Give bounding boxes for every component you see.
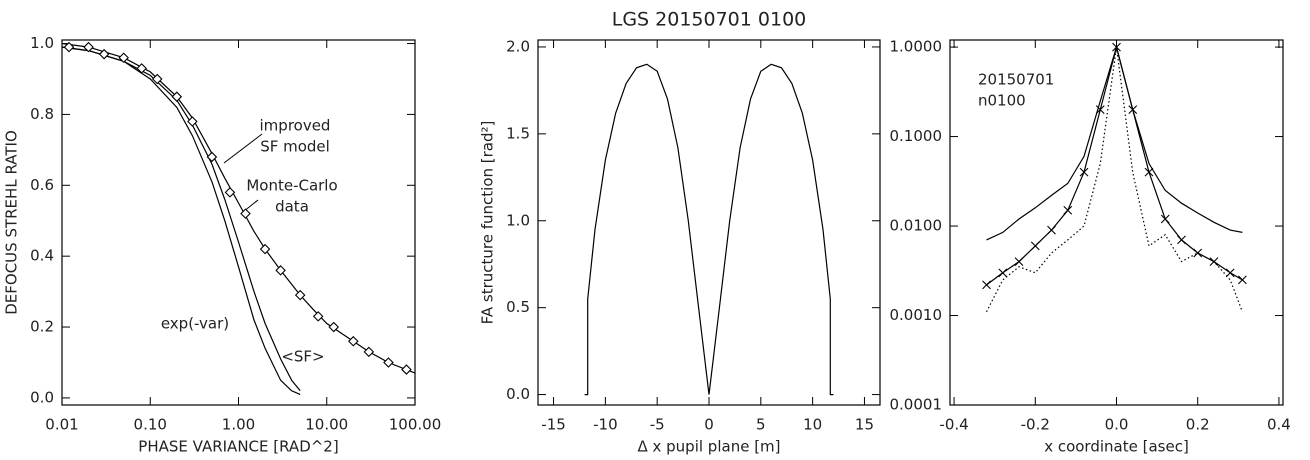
x-axis-label: PHASE VARIANCE [RAD^2] bbox=[138, 438, 338, 456]
series-line bbox=[61, 46, 301, 392]
y-tick-label: 2.0 bbox=[506, 37, 530, 55]
data-marker bbox=[1144, 167, 1154, 177]
data-marker bbox=[1112, 42, 1121, 52]
chart-title: LGS 20150701 0100 bbox=[612, 9, 807, 31]
data-marker bbox=[1128, 105, 1138, 115]
data-marker bbox=[83, 41, 94, 53]
series-line bbox=[61, 46, 301, 395]
x-tick-label: 0.01 bbox=[45, 416, 78, 434]
x-axis-label: x coordinate [asec] bbox=[1044, 438, 1189, 456]
data-marker bbox=[328, 321, 340, 333]
data-marker bbox=[118, 52, 129, 63]
data-marker bbox=[259, 243, 271, 255]
y-tick-label: 0.1000 bbox=[890, 127, 943, 145]
x-tick-label: 0.4 bbox=[1267, 416, 1291, 434]
x-tick-label: -15 bbox=[541, 416, 566, 434]
data-marker bbox=[383, 357, 394, 368]
data-marker bbox=[348, 335, 359, 347]
data-marker bbox=[63, 41, 75, 53]
series-line bbox=[584, 63, 834, 396]
x-axis-label: Δ x pupil plane [m] bbox=[637, 438, 780, 456]
x-tick-label: 15 bbox=[855, 416, 874, 434]
x-tick-label: 100.00 bbox=[389, 416, 442, 434]
plot-frame bbox=[537, 39, 881, 406]
data-marker bbox=[136, 63, 147, 74]
data-marker bbox=[240, 208, 251, 219]
data-marker bbox=[1209, 257, 1219, 267]
y-tick-label: 0.8 bbox=[30, 105, 54, 123]
annotation: n0100 bbox=[978, 92, 1026, 110]
data-marker bbox=[206, 151, 218, 163]
annotation: improved bbox=[260, 117, 331, 135]
data-marker bbox=[224, 187, 236, 198]
annotation: data bbox=[275, 198, 309, 216]
y-tick-label: 1.0 bbox=[506, 211, 530, 229]
data-marker bbox=[151, 73, 163, 85]
data-marker bbox=[98, 48, 110, 60]
series-line bbox=[61, 42, 416, 374]
y-tick-label: 0.0100 bbox=[890, 217, 943, 235]
y-axis-label: DEFOCUS STREHL RATIO bbox=[3, 130, 21, 315]
data-marker bbox=[363, 346, 375, 358]
annotation: exp(-var) bbox=[161, 315, 229, 333]
data-marker bbox=[312, 311, 324, 322]
y-tick-label: 0.0010 bbox=[890, 306, 943, 324]
data-marker bbox=[1079, 167, 1089, 177]
data-marker bbox=[998, 268, 1008, 278]
x-tick-label: -0.4 bbox=[939, 416, 968, 434]
y-tick-label: 0.5 bbox=[506, 298, 530, 316]
y-tick-label: 1.0 bbox=[30, 34, 54, 52]
data-marker bbox=[275, 265, 286, 276]
y-axis-label: FA structure function [rad²] bbox=[479, 121, 497, 325]
annotation: 20150701 bbox=[978, 71, 1054, 89]
leader-line bbox=[223, 133, 263, 164]
data-marker bbox=[1063, 205, 1073, 215]
x-tick-label: -5 bbox=[650, 416, 665, 434]
data-marker bbox=[1030, 241, 1040, 251]
data-marker bbox=[171, 91, 183, 102]
data-marker bbox=[1225, 268, 1235, 278]
data-marker bbox=[1014, 257, 1024, 267]
data-marker bbox=[982, 280, 991, 290]
y-tick-label: 0.6 bbox=[30, 176, 54, 194]
y-tick-label: 1.5 bbox=[506, 124, 530, 142]
plot-frame bbox=[61, 39, 416, 406]
x-tick-label: 1.00 bbox=[222, 416, 255, 434]
annotation: Monte-Carlo bbox=[246, 177, 337, 195]
x-tick-label: 10 bbox=[803, 416, 822, 434]
x-tick-label: 0.10 bbox=[134, 416, 167, 434]
annotation: SF model bbox=[260, 138, 330, 156]
x-tick-label: 0 bbox=[704, 416, 714, 434]
data-marker bbox=[187, 116, 198, 127]
y-tick-label: 0.0001 bbox=[890, 396, 943, 414]
data-marker bbox=[1238, 275, 1247, 285]
y-tick-label: 0.0 bbox=[30, 388, 54, 406]
y-tick-label: 0.4 bbox=[30, 247, 54, 265]
x-tick-label: 0.2 bbox=[1186, 416, 1210, 434]
y-tick-label: 1.0000 bbox=[890, 38, 943, 56]
x-tick-label: -0.2 bbox=[1021, 416, 1050, 434]
data-marker bbox=[401, 364, 412, 375]
x-tick-label: 5 bbox=[756, 416, 766, 434]
x-tick-label: 10.00 bbox=[305, 416, 348, 434]
data-marker bbox=[294, 289, 306, 301]
x-tick-label: -10 bbox=[593, 416, 618, 434]
data-marker bbox=[1193, 248, 1203, 258]
data-marker bbox=[1160, 214, 1170, 224]
annotation: <SF> bbox=[281, 348, 324, 366]
data-marker bbox=[1095, 105, 1105, 115]
x-tick-label: 0.0 bbox=[1105, 416, 1129, 434]
data-marker bbox=[1177, 235, 1186, 245]
y-tick-label: 0.2 bbox=[30, 318, 54, 336]
y-tick-label: 0.0 bbox=[506, 385, 530, 403]
data-marker bbox=[1047, 225, 1056, 235]
